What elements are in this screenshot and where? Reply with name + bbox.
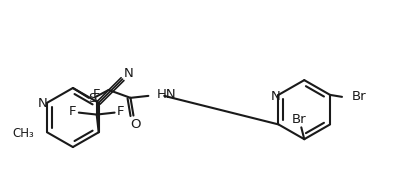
Text: HN: HN — [156, 88, 176, 101]
Text: Br: Br — [292, 113, 307, 126]
Text: N: N — [38, 97, 48, 110]
Text: F: F — [69, 105, 77, 118]
Text: S: S — [88, 92, 97, 105]
Text: F: F — [117, 105, 124, 118]
Text: O: O — [130, 118, 141, 131]
Text: F: F — [93, 88, 100, 101]
Text: CH₃: CH₃ — [12, 127, 34, 140]
Text: N: N — [271, 90, 280, 103]
Text: Br: Br — [352, 90, 366, 103]
Text: N: N — [124, 67, 133, 80]
